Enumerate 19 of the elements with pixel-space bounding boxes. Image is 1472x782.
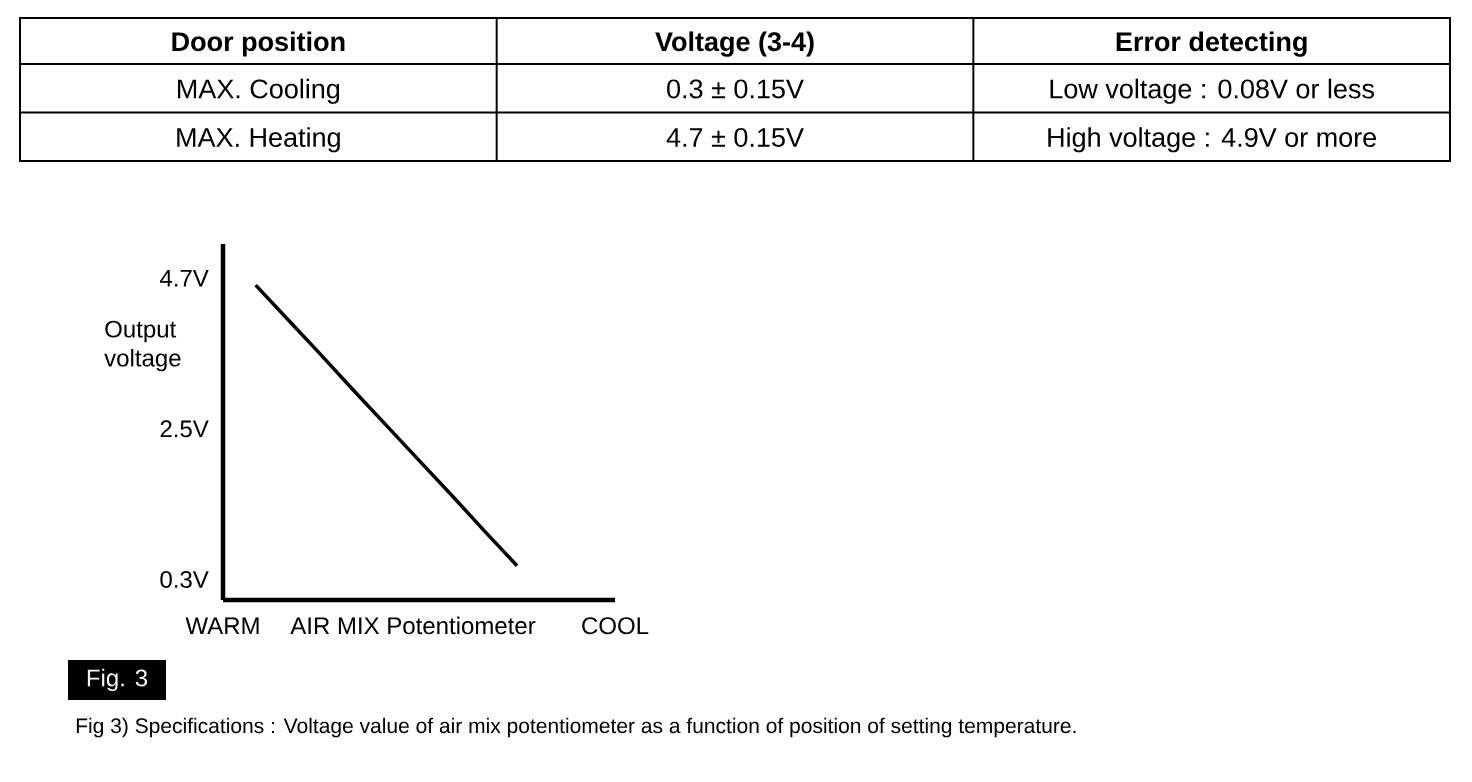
category-label: Voltage (3-4) xyxy=(655,31,814,57)
text: MAX. Cooling xyxy=(178,78,340,104)
y-tick-label: 0.3V xyxy=(160,570,209,588)
caption: Fig. 3 xyxy=(87,668,148,692)
y-tick-label: 4.7V xyxy=(159,269,209,287)
line-series xyxy=(253,283,519,568)
text: 0.3 ± 0.15V xyxy=(667,79,804,99)
text: MAX. Heating xyxy=(177,127,340,153)
x-tick-label: COOL xyxy=(582,617,649,635)
x-axis-title: AIR MIX Potentiometer xyxy=(290,616,536,635)
caption: Fig 3) Specifications : Voltage value of air mix potentiometer as a function of position of setting temperature. xyxy=(76,717,1076,738)
text: High voltage : 4.9V or more xyxy=(1048,127,1377,153)
category-label: Door position xyxy=(172,31,345,57)
text: 4.7 ± 0.15V xyxy=(666,127,804,147)
text: Low voltage : 0.08V or less xyxy=(1050,78,1374,104)
y-tick-label: 2.5V xyxy=(160,420,209,438)
category-label: Error detecting xyxy=(1116,31,1307,57)
x-tick-label: WARM xyxy=(185,617,259,634)
y-axis-title: Output voltage xyxy=(104,320,181,372)
